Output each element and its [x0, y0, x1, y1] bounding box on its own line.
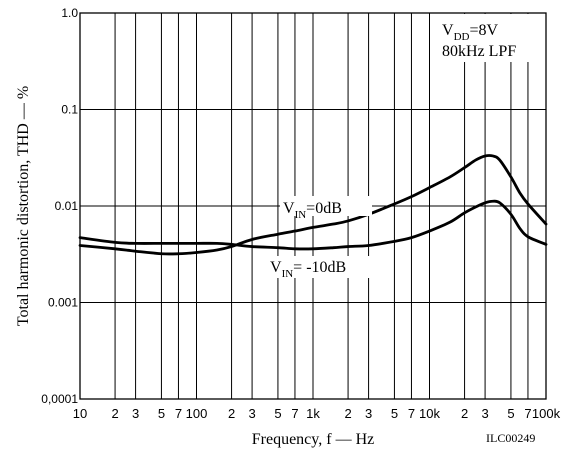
x-tick-label: 2: [344, 406, 351, 421]
label-10db-bg: [268, 256, 386, 278]
y-tick-label: 0.1: [61, 103, 78, 117]
conditions-box: [436, 14, 545, 62]
x-tick-label: 5: [507, 406, 514, 421]
x-tick-label: 7: [524, 406, 531, 421]
conditions-vdd: VDD=8V: [442, 22, 498, 43]
x-tick-label: 10k: [419, 406, 440, 421]
figure-code: ILC00249: [486, 431, 535, 445]
series-label-minus10db: VIN= -10dB: [270, 259, 346, 280]
x-tick-label: 100: [186, 406, 208, 421]
y-axis-label: Total harmonic distortion, THD — %: [15, 86, 32, 326]
x-tick-label: 1k: [306, 406, 320, 421]
y-tick-label: 1.0: [61, 6, 78, 20]
x-tick-label: 7: [175, 406, 182, 421]
x-tick-label: 10: [73, 406, 87, 421]
label-0db-bg: [280, 196, 372, 216]
y-tick-label: 0.01: [55, 199, 79, 213]
x-axis-label: Frequency, f — Hz: [252, 431, 374, 448]
y-tick-label: 0,0001: [41, 392, 78, 406]
x-tick-label: 2: [228, 406, 235, 421]
tick-labels: 10 2 3 5 7 100 2 3 5 7 1k 2 3 5 7 10k 2 3 5 7 100k1.00.10.01…: [41, 6, 560, 421]
x-tick-label: 2: [461, 406, 468, 421]
series-label-0db: VIN=0dB: [283, 200, 342, 221]
x-tick-label: 3: [248, 406, 255, 421]
x-tick-label: 3: [132, 406, 139, 421]
y-tick-label: 0.001: [48, 296, 78, 310]
x-tick-label: 3: [481, 406, 488, 421]
curves: [78, 154, 548, 256]
conditions-filter: 80kHz LPF: [442, 43, 516, 60]
x-tick-label: 5: [391, 406, 398, 421]
x-tick-label: 7: [291, 406, 298, 421]
x-tick-label: 5: [274, 406, 281, 421]
x-tick-label: 100k: [532, 406, 561, 421]
series-line-1: [78, 199, 548, 251]
x-tick-label: 2: [111, 406, 118, 421]
plot-frame: [79, 12, 547, 400]
x-tick-label: 5: [158, 406, 165, 421]
series-line-0: [78, 154, 548, 256]
grid: [80, 13, 546, 399]
x-tick-label: 7: [408, 406, 415, 421]
x-tick-label: 3: [365, 406, 372, 421]
